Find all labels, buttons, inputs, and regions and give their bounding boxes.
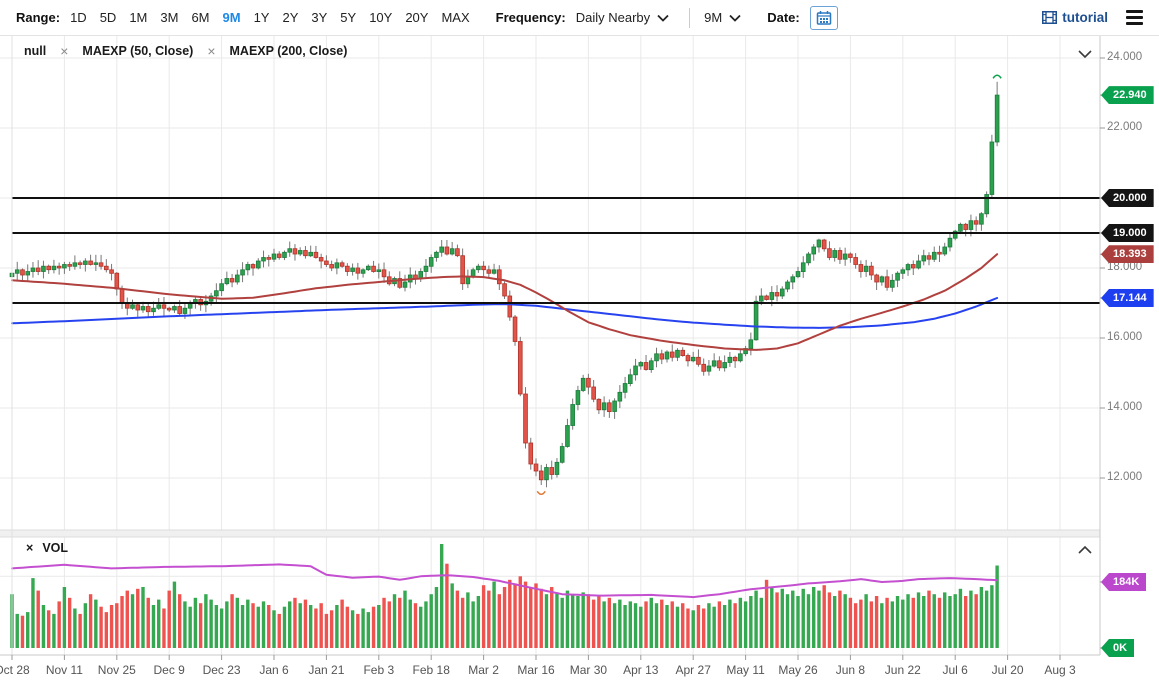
range-option-6m[interactable]: 6M	[191, 10, 210, 25]
x-axis-label: Apr 27	[675, 663, 711, 677]
frequency-value: Daily Nearby	[575, 10, 651, 25]
price-badge-17.144: 17.144	[1101, 288, 1154, 307]
tutorial-link[interactable]: tutorial	[1042, 10, 1108, 25]
price-axis-label: 24.000	[1107, 51, 1143, 63]
price-axis-label: 16.000	[1107, 331, 1143, 343]
price-volume-chart[interactable]	[0, 36, 1159, 688]
range-selector: 1D 5D 1M 3M 6M 9M 1Y 2Y 3Y 5Y 10Y 20Y MAX	[70, 10, 470, 25]
x-axis-label: Jun 22	[884, 663, 921, 677]
volume-badge-184K: 184K	[1101, 572, 1147, 591]
expand-volume-panel-icon[interactable]	[1077, 544, 1093, 556]
price-axis-label: 12.000	[1107, 471, 1143, 483]
volume-ma-line	[11, 563, 999, 599]
ma200-line	[11, 297, 999, 329]
price-axis-label: 18.000	[1107, 261, 1143, 273]
frequency-dropdown[interactable]: Daily Nearby	[576, 10, 669, 25]
x-axis-label: May 11	[726, 663, 765, 677]
tutorial-label: tutorial	[1062, 10, 1108, 25]
panel-divider[interactable]	[0, 530, 1100, 537]
volume-label: VOL	[42, 541, 69, 555]
chevron-down-icon	[729, 14, 741, 22]
high-marker	[992, 74, 1002, 79]
period-dropdown[interactable]: 9M	[704, 10, 741, 25]
x-axis-label: Jan 6	[259, 663, 289, 677]
remove-volume-icon[interactable]: ×	[26, 541, 34, 555]
x-axis-label: Mar 30	[569, 663, 608, 677]
frequency-label: Frequency:	[495, 10, 566, 25]
x-axis-label: Jun 8	[835, 663, 866, 677]
x-axis-label: Jan 21	[308, 663, 345, 677]
range-option-max[interactable]: MAX	[441, 10, 470, 25]
range-option-10y[interactable]: 10Y	[369, 10, 393, 25]
toolbar-divider	[689, 7, 691, 28]
volume-bars	[10, 544, 999, 648]
chevron-down-icon	[657, 14, 669, 22]
x-axis-label: Nov 25	[97, 663, 136, 677]
chart-area: null × MAEXP (50, Close) × MAEXP (200, C…	[0, 36, 1159, 688]
x-axis-label: Apr 13	[623, 663, 659, 677]
studies-legend: null × MAEXP (50, Close) × MAEXP (200, C…	[24, 44, 347, 58]
x-axis-label: Nov 11	[45, 663, 83, 677]
range-option-1y[interactable]: 1Y	[253, 10, 270, 25]
period-value: 9M	[704, 10, 723, 25]
collapse-price-panel-icon[interactable]	[1077, 48, 1093, 60]
x-axis-label: Mar 2	[468, 663, 499, 677]
x-axis-label: Jul 6	[942, 663, 968, 677]
range-option-2y[interactable]: 2Y	[282, 10, 299, 25]
x-axis-label: Jul 20	[991, 663, 1024, 677]
range-option-3m[interactable]: 3M	[160, 10, 179, 25]
remove-study-icon[interactable]: ×	[207, 43, 216, 59]
range-option-20y[interactable]: 20Y	[405, 10, 429, 25]
x-axis-label: Aug 3	[1044, 663, 1076, 677]
x-axis-label: Dec 9	[153, 663, 185, 677]
study-label-ma50[interactable]: MAEXP (50, Close)	[82, 44, 194, 58]
x-axis-label: Feb 3	[363, 663, 395, 677]
range-option-9m[interactable]: 9M	[222, 10, 241, 25]
toolbar: Range: 1D 5D 1M 3M 6M 9M 1Y 2Y 3Y 5Y 10Y 20Y MAX Fre…	[0, 0, 1159, 36]
range-option-3y[interactable]: 3Y	[311, 10, 328, 25]
price-axis-label: 14.000	[1107, 401, 1143, 413]
price-badge-20.000: 20.000	[1101, 189, 1154, 207]
hamburger-icon	[1126, 10, 1143, 13]
range-label: Range:	[16, 10, 61, 25]
x-axis-label: Dec 23	[202, 663, 241, 677]
volume-badge-0K: 0K	[1101, 639, 1135, 657]
date-picker-button[interactable]	[809, 5, 838, 30]
range-option-5y[interactable]: 5Y	[340, 10, 357, 25]
price-badge-22.940: 22.940	[1101, 86, 1154, 105]
study-label-ma200[interactable]: MAEXP (200, Close)	[229, 44, 348, 58]
range-option-1m[interactable]: 1M	[129, 10, 148, 25]
x-axis-label: May 26	[778, 663, 818, 677]
x-axis-label: Oct 28	[0, 663, 30, 677]
tutorial-video-icon	[1042, 11, 1058, 24]
x-axis-label: Feb 18	[412, 663, 450, 677]
gridlines	[0, 36, 1100, 655]
remove-study-icon[interactable]: ×	[60, 43, 69, 59]
volume-legend: × VOL	[26, 541, 68, 555]
range-option-5d[interactable]: 5D	[99, 10, 117, 25]
low-marker	[536, 490, 546, 496]
calendar-icon	[816, 10, 831, 25]
menu-button[interactable]	[1124, 8, 1145, 27]
price-axis-label: 22.000	[1107, 121, 1143, 133]
range-option-1d[interactable]: 1D	[70, 10, 87, 25]
price-badge-19.000: 19.000	[1101, 224, 1154, 242]
date-label: Date:	[767, 10, 800, 25]
study-label-null[interactable]: null	[24, 44, 47, 58]
x-axis-label: Mar 16	[517, 663, 555, 677]
ma50-line	[11, 253, 999, 351]
price-badge-18.393: 18.393	[1101, 245, 1154, 264]
